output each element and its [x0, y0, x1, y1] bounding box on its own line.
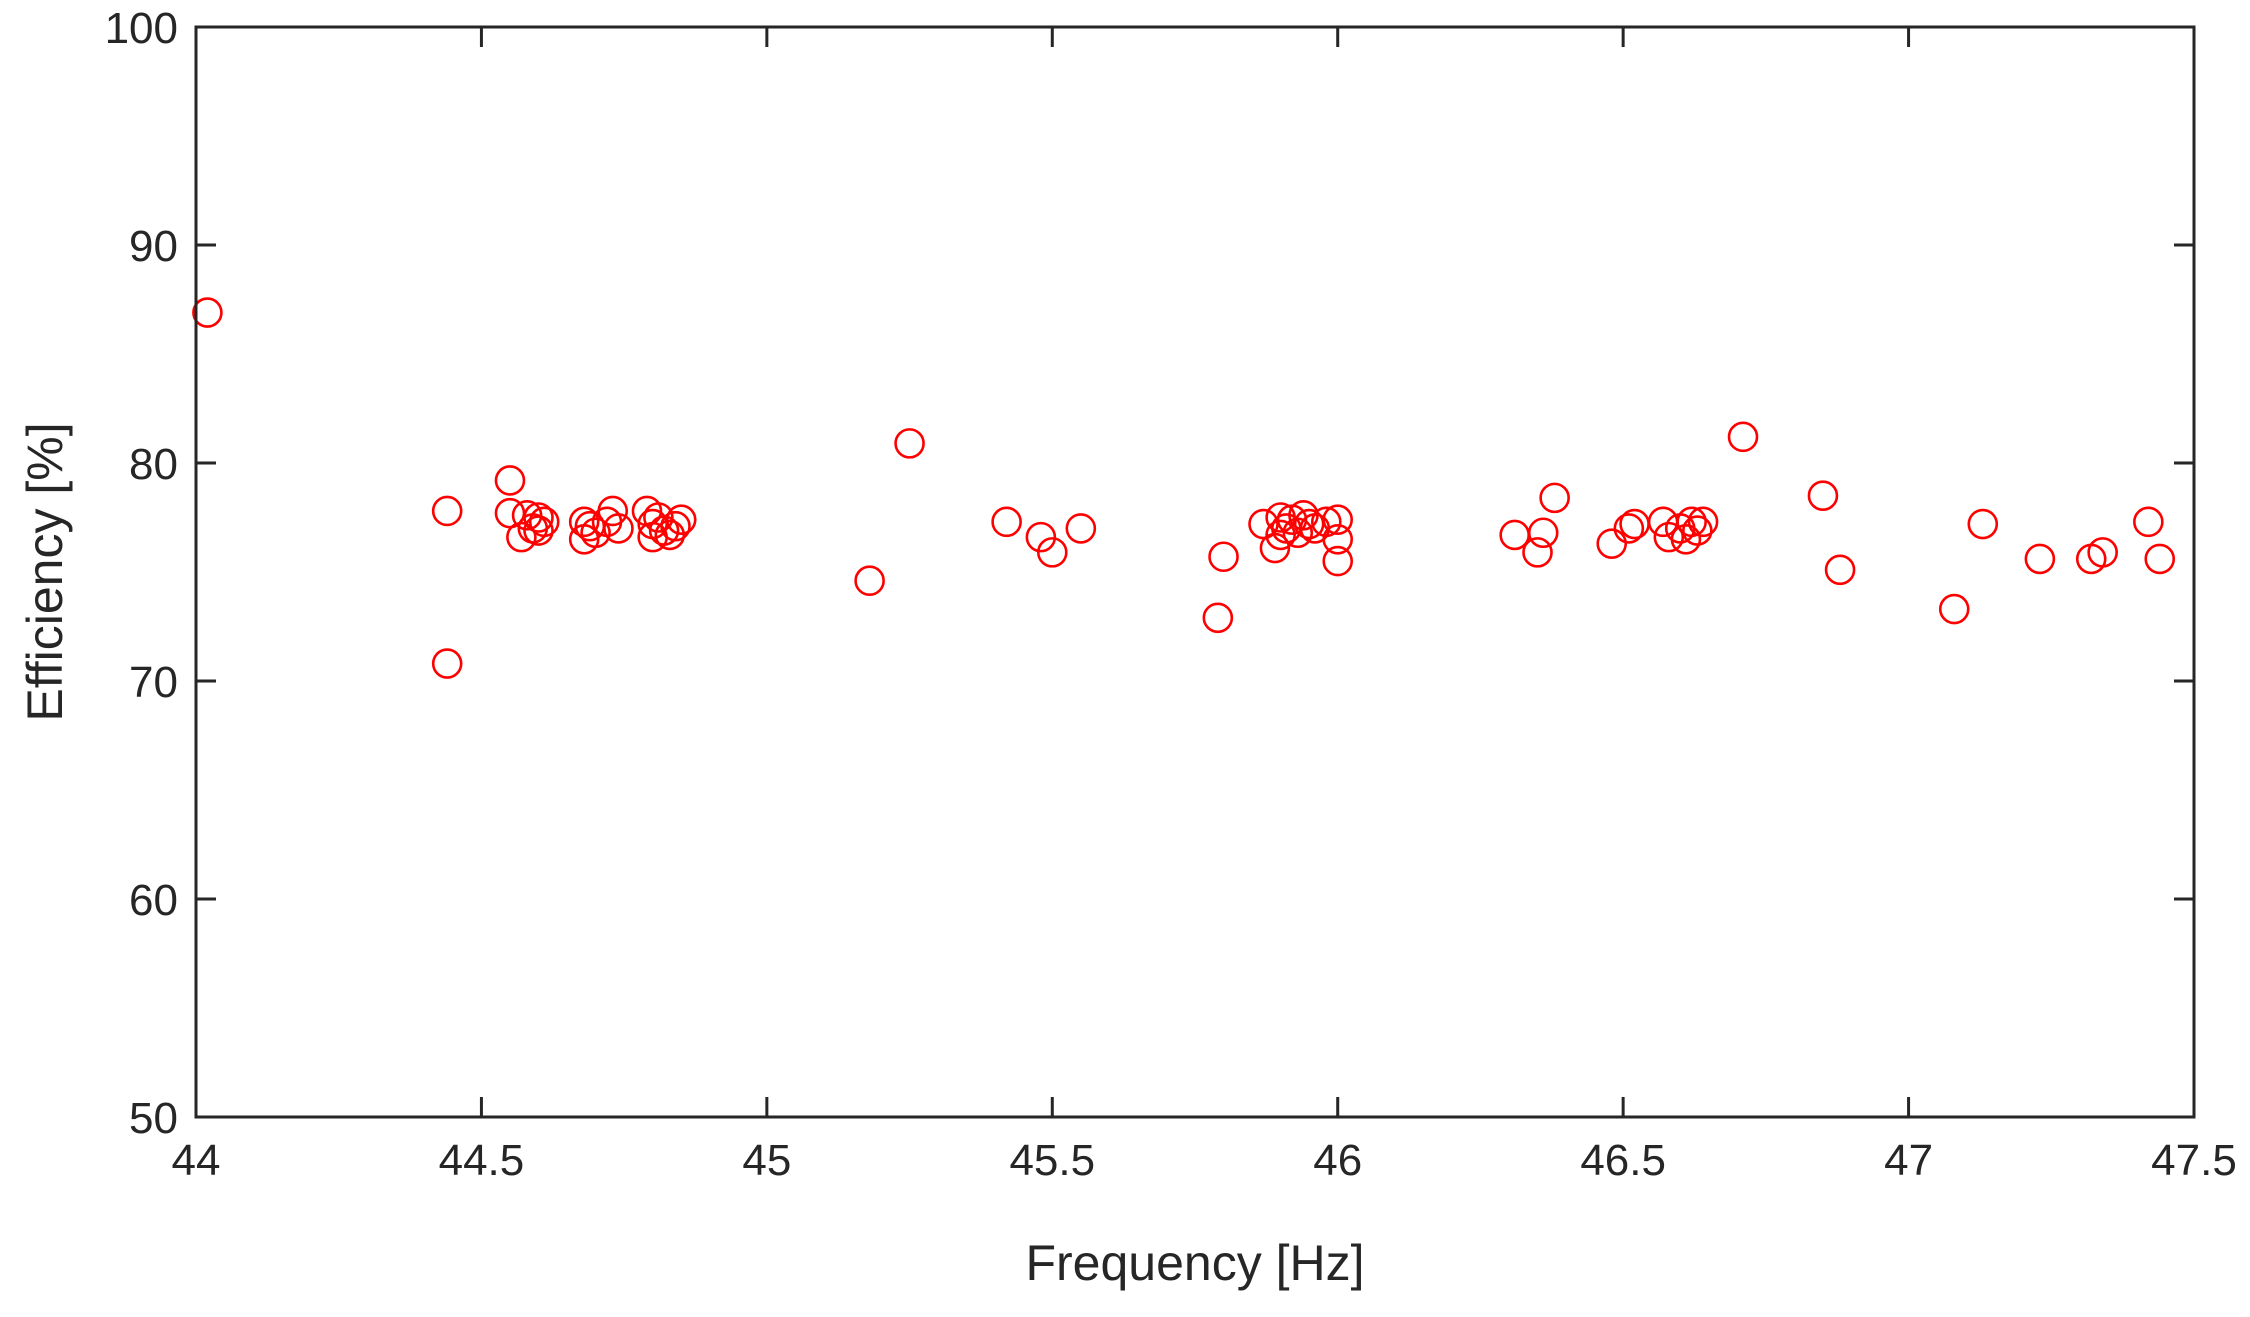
data-point — [660, 510, 691, 542]
x-tick-label: 44.5 — [439, 1136, 525, 1185]
data-point — [665, 504, 697, 535]
x-tick-label: 45.5 — [1009, 1136, 1095, 1185]
data-point — [2024, 543, 2056, 575]
data-point — [1967, 508, 1999, 540]
x-tick-label: 46 — [1313, 1136, 1362, 1185]
y-tick-label: 50 — [129, 1094, 178, 1143]
data-point — [523, 502, 554, 533]
data-point — [1824, 554, 1856, 586]
data-point — [580, 517, 611, 549]
data-point — [1807, 480, 1839, 512]
data-point — [1676, 506, 1707, 538]
data-point — [1036, 537, 1068, 568]
data-point — [603, 513, 634, 544]
data-point — [523, 515, 554, 546]
data-point — [643, 502, 674, 533]
y-tick-label: 70 — [129, 658, 178, 707]
x-tick-label: 46.5 — [1580, 1136, 1666, 1185]
data-points — [192, 297, 2176, 679]
data-point — [2144, 543, 2176, 575]
data-point — [568, 506, 600, 538]
x-tick-label: 44 — [172, 1136, 221, 1185]
data-point — [1282, 517, 1314, 549]
data-point — [1025, 521, 1057, 553]
data-point — [1539, 482, 1570, 514]
data-point — [528, 506, 560, 538]
y-axis-ticks: 50 60 70 80 90 100 — [105, 4, 2194, 1143]
data-point — [1259, 532, 1291, 564]
data-point — [511, 500, 543, 531]
data-point — [494, 465, 526, 496]
x-axis-ticks: 44 44.5 45 45.5 46 46.5 47 47.5 — [172, 27, 2237, 1185]
data-point — [431, 495, 463, 527]
data-point — [1670, 523, 1702, 555]
data-point — [1682, 515, 1713, 546]
data-point — [1265, 519, 1296, 551]
data-point — [1596, 528, 1628, 559]
plot-area — [196, 27, 2194, 1117]
data-point — [1522, 537, 1553, 568]
x-tick-label: 47 — [1884, 1136, 1933, 1185]
y-tick-label: 90 — [129, 222, 178, 271]
data-point — [1322, 504, 1354, 535]
data-point — [854, 565, 885, 597]
data-point — [431, 648, 463, 679]
data-point — [1065, 513, 1097, 544]
data-point — [1208, 541, 1239, 573]
data-point — [1938, 593, 1970, 625]
data-point — [597, 495, 629, 527]
y-tick-label: 60 — [129, 876, 178, 925]
data-point — [2133, 506, 2164, 538]
x-tick-label: 47.5 — [2151, 1136, 2237, 1185]
data-point — [1322, 523, 1354, 555]
data-point — [1527, 517, 1559, 549]
y-tick-label: 80 — [129, 440, 178, 489]
x-tick-label: 45 — [742, 1136, 791, 1185]
data-point — [1613, 513, 1645, 544]
data-point — [1687, 506, 1719, 538]
data-point — [192, 297, 223, 328]
y-axis-title: Efficiency [%] — [17, 422, 73, 721]
data-point — [1310, 506, 1342, 538]
data-point — [1727, 421, 1759, 453]
y-tick-label: 100 — [105, 4, 178, 53]
data-point — [894, 428, 925, 459]
data-point — [2087, 537, 2118, 568]
data-point — [654, 519, 686, 551]
data-point — [1653, 521, 1685, 553]
data-point — [506, 521, 537, 553]
axes-box — [194, 25, 2196, 1119]
data-point — [1202, 602, 1234, 634]
data-point — [1322, 545, 1354, 577]
data-point — [991, 506, 1022, 538]
x-axis-title: Frequency [Hz] — [1025, 1235, 1364, 1291]
